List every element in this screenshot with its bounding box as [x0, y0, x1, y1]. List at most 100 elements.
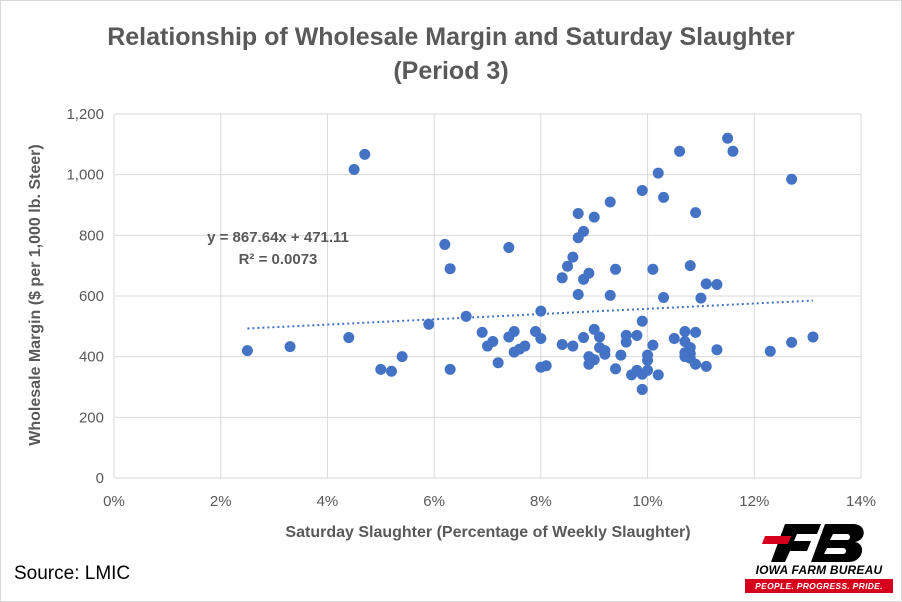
data-point [241, 345, 253, 357]
tick-labels: 0 200 400 600 800 1,000 1,200 0% 2% 4% 6% 8% 10% 12% 1… [66, 106, 876, 510]
data-point [508, 325, 520, 337]
x-tick-label: 6% [423, 493, 445, 510]
data-point [535, 332, 547, 344]
data-point [439, 238, 451, 250]
data-point [588, 211, 600, 223]
data-point [700, 278, 712, 290]
data-point [375, 363, 387, 375]
data-point [615, 349, 627, 361]
data-point [695, 292, 707, 304]
data-point [562, 260, 574, 272]
data-point [652, 167, 664, 179]
iowa-farm-bureau-logo: IOWA FARM BUREAU PEOPLE. PROGRESS. PRIDE… [745, 522, 893, 598]
chart-title-line-1: Relationship of Wholesale Margin and Sat… [107, 23, 795, 51]
data-point [722, 132, 734, 144]
data-point [658, 191, 670, 203]
data-point [567, 340, 579, 352]
data-point [807, 331, 819, 343]
data-point [700, 360, 712, 372]
data-point [359, 148, 371, 160]
data-point [727, 145, 739, 157]
data-point [540, 360, 552, 372]
trendline-annotation: y = 867.64x + 471.11 R² = 0.0073 [207, 229, 349, 268]
y-tick-label: 0 [96, 470, 104, 487]
data-point [668, 332, 680, 344]
data-point [642, 349, 654, 361]
trendline-group [247, 299, 814, 330]
source-note: Source: LMIC [14, 563, 131, 584]
x-tick-label: 12% [739, 493, 769, 510]
data-point [764, 345, 776, 357]
data-point [652, 369, 664, 381]
data-point [674, 145, 686, 157]
data-point [684, 260, 696, 272]
data-point [572, 288, 584, 300]
data-point [423, 318, 435, 330]
x-axis-title: Saturday Slaughter (Percentage of Weekly… [285, 524, 690, 541]
data-point [348, 164, 360, 176]
data-point [284, 341, 296, 353]
data-point [620, 336, 632, 348]
trendline-equation: y = 867.64x + 471.11 [207, 229, 349, 246]
data-point [487, 336, 499, 347]
data-point [786, 336, 798, 348]
data-point [599, 348, 611, 360]
x-tick-label: 8% [530, 493, 552, 510]
data-point [385, 365, 397, 377]
data-point [503, 241, 515, 253]
x-tick-label: 2% [210, 493, 232, 510]
data-point [636, 184, 648, 196]
x-tick-label: 0% [103, 493, 125, 510]
x-tick-label: 10% [633, 493, 663, 510]
data-point [679, 325, 691, 337]
data-point [572, 207, 584, 219]
data-point [567, 251, 579, 263]
data-point [690, 207, 702, 219]
trendline [247, 299, 814, 330]
data-point [476, 326, 488, 338]
data-point [658, 292, 670, 304]
x-tick-label: 4% [317, 493, 339, 510]
y-tick-label: 1,000 [66, 167, 104, 184]
x-tick-label: 14% [846, 493, 876, 510]
data-point [711, 344, 723, 356]
chart-title: Relationship of Wholesale Margin and Sat… [0, 20, 902, 88]
data-point [460, 310, 472, 322]
data-point [594, 331, 606, 343]
chart-title-line-2: (Period 3) [393, 57, 509, 85]
data-points [241, 132, 819, 395]
data-point [610, 263, 622, 275]
data-point [578, 225, 590, 237]
data-point [684, 348, 696, 360]
data-point [642, 364, 654, 376]
data-point [535, 305, 547, 317]
data-point [444, 363, 456, 375]
data-point [588, 354, 600, 366]
gridlines [113, 113, 862, 479]
data-point [631, 329, 643, 341]
y-tick-label: 1,200 [66, 106, 104, 123]
fb-logo-mark-icon [762, 524, 864, 562]
data-point [690, 326, 702, 338]
data-point [578, 332, 590, 344]
logo-tagline: PEOPLE. PROGRESS. PRIDE. [745, 579, 893, 593]
logo-name: IOWA FARM BUREAU [755, 563, 883, 577]
data-point [647, 339, 659, 351]
y-tick-label: 400 [79, 349, 104, 366]
data-point [636, 315, 648, 327]
data-point [583, 267, 595, 279]
data-point [711, 278, 723, 290]
data-point [396, 351, 408, 363]
data-point [636, 383, 648, 395]
data-point [690, 358, 702, 370]
data-point [604, 196, 616, 208]
data-point [492, 357, 504, 369]
data-point [647, 263, 659, 275]
y-tick-label: 800 [79, 227, 104, 244]
data-point [519, 340, 531, 352]
data-point [556, 339, 568, 351]
data-point [610, 363, 622, 375]
data-point [343, 332, 355, 344]
